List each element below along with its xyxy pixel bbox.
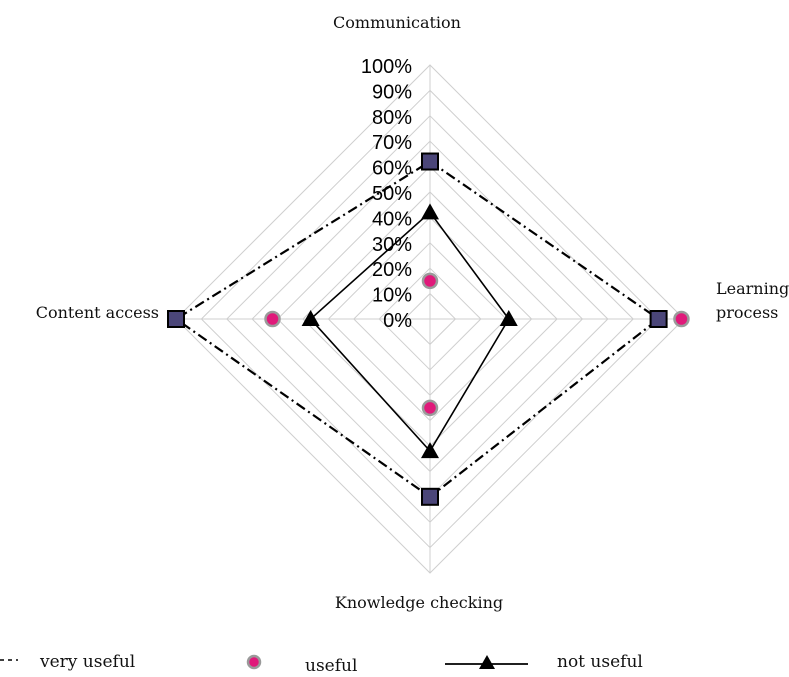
tick-label-60: 60% <box>372 158 412 180</box>
point-useful-knowledge-checking <box>421 399 439 417</box>
category-label-learning-process-line-2: process <box>716 303 778 322</box>
point-very-useful-communication <box>421 152 439 171</box>
tick-label-0: 0% <box>383 310 412 332</box>
point-useful-communication <box>421 272 439 290</box>
radial-tick-labels: 0% 10% 20% 30% 40% 50% 60% 70% 80% 90% 100% <box>361 56 412 332</box>
tick-label-50: 50% <box>372 183 412 205</box>
point-very-useful-learning-process <box>649 310 668 328</box>
legend-useful-label: useful <box>305 656 357 676</box>
tick-label-100: 100% <box>361 56 412 78</box>
legend: very useful useful not useful <box>0 652 643 676</box>
category-label-content-access: Content access <box>36 303 159 322</box>
point-useful-learning-process <box>673 310 690 328</box>
point-not-useful-learning-process <box>499 310 518 326</box>
category-labels: Communication Learning process Knowledge ch… <box>36 13 789 612</box>
legend-item-useful: useful <box>246 654 357 676</box>
legend-very-useful-label: very useful <box>39 652 135 672</box>
tick-label-40: 40% <box>372 208 412 230</box>
tick-label-80: 80% <box>372 107 412 129</box>
legend-not-useful-label: not useful <box>557 652 643 672</box>
point-very-useful-content-access <box>167 310 185 328</box>
point-very-useful-knowledge-checking <box>421 487 439 506</box>
tick-label-70: 70% <box>372 132 412 154</box>
point-not-useful-knowledge-checking <box>421 442 439 459</box>
category-label-communication: Communication <box>333 13 461 32</box>
point-not-useful-content-access <box>301 310 320 326</box>
category-label-knowledge-checking: Knowledge checking <box>335 593 503 612</box>
legend-item-not-useful: not useful <box>445 652 643 672</box>
legend-item-very-useful: very useful <box>0 652 135 672</box>
tick-label-20: 20% <box>372 259 412 281</box>
tick-label-10: 10% <box>372 285 412 307</box>
series-line-very-useful <box>174 160 661 499</box>
legend-not-useful-marker <box>479 655 495 669</box>
tick-label-90: 90% <box>372 81 412 103</box>
point-not-useful-communication <box>421 203 439 220</box>
legend-useful-marker <box>246 654 262 670</box>
radar-series <box>167 152 690 506</box>
category-label-learning-process-line-1: Learning <box>716 279 789 298</box>
point-useful-content-access <box>264 310 281 328</box>
tick-label-30: 30% <box>372 234 412 256</box>
